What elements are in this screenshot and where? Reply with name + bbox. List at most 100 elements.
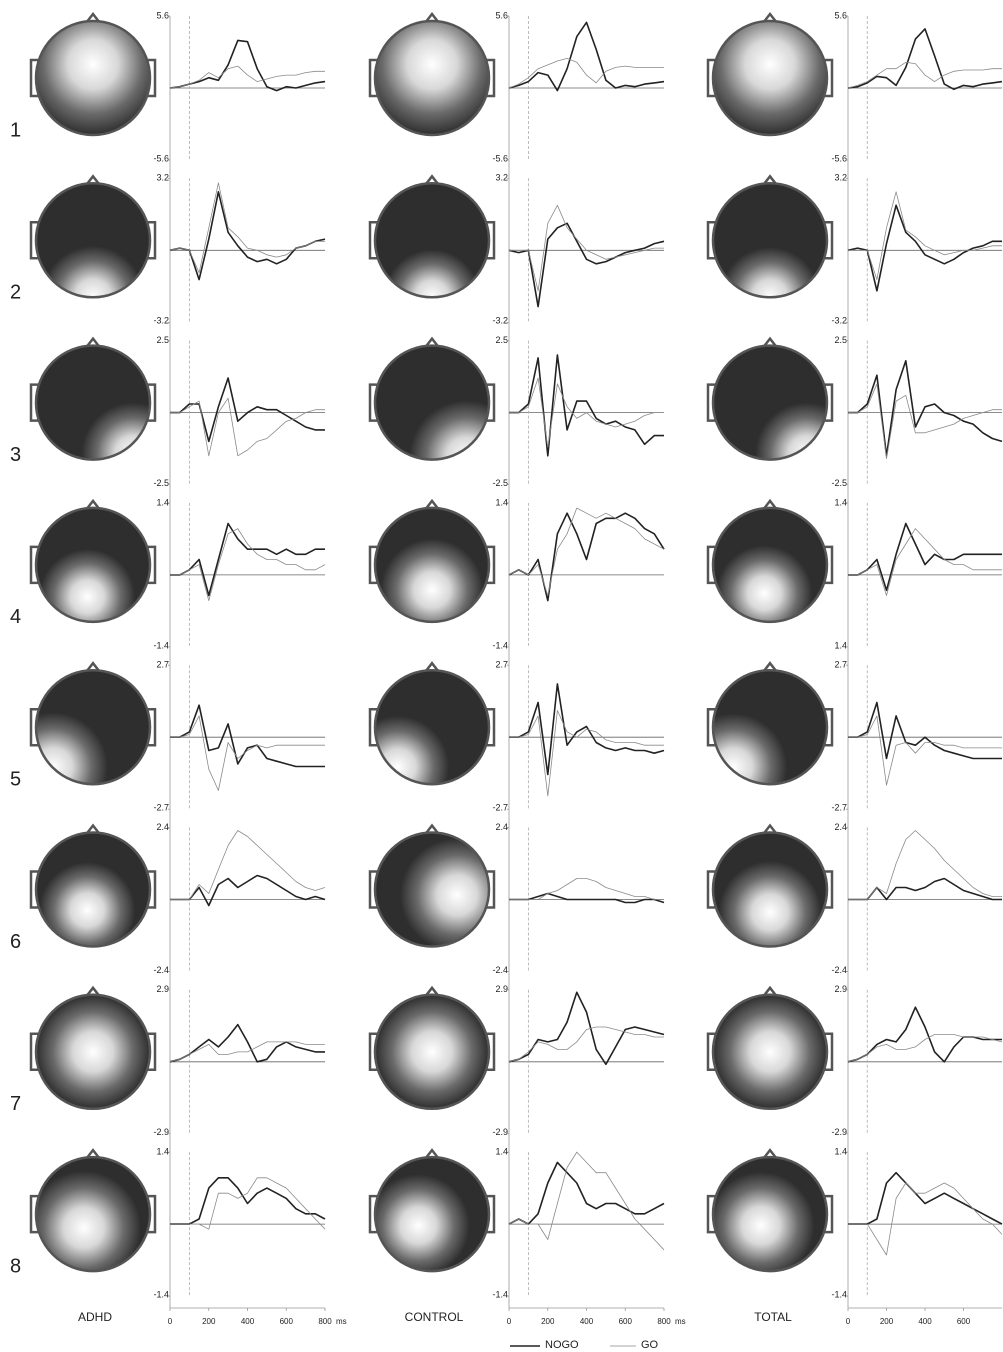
erp-line: [169, 191, 326, 281]
erp-line: [170, 874, 326, 907]
row-label: 2: [10, 282, 21, 304]
x-tick-label: 600: [957, 1317, 971, 1326]
erp-line: [509, 892, 665, 904]
y-tick-label: -3.2: [492, 316, 508, 326]
scalp-map: [711, 182, 829, 299]
y-tick-label: 1.4: [834, 1146, 847, 1156]
scalp-ear: [706, 383, 834, 422]
y-tick-label: 2.4: [495, 822, 508, 832]
y-tick-label: -5.6: [153, 153, 169, 163]
scalp-ear: [29, 545, 157, 585]
x-tick-label: 400: [241, 1317, 255, 1326]
erp-line: [848, 522, 1002, 592]
y-tick-label: 3.2: [495, 173, 508, 183]
y-tick-label: -3.2: [831, 316, 847, 326]
erp-line: [508, 991, 665, 1066]
y-tick-label: -5.6: [831, 153, 847, 163]
y-tick-label: 2.4: [156, 822, 169, 832]
x-tick-label: 600: [280, 1317, 294, 1326]
scalp-ear: [368, 383, 496, 422]
scalp-map: [34, 831, 152, 948]
scalp-ear: [29, 221, 157, 260]
y-tick-label: -3.2: [153, 316, 169, 326]
scalp-ear: [706, 1194, 834, 1234]
y-tick-label: 5.6: [834, 10, 847, 20]
erp-line: [508, 512, 665, 602]
erp-line: [508, 58, 664, 89]
erp-line: [508, 21, 665, 92]
y-tick-label: -2.9: [153, 1127, 169, 1137]
scalp-map: [34, 19, 152, 137]
erp-line: [847, 61, 1002, 89]
scalp-map: [711, 668, 829, 786]
erp-line: [170, 528, 326, 601]
y-tick-label: -2.9: [831, 1127, 847, 1137]
y-tick-label: -1.4: [831, 1289, 847, 1299]
erp-line: [509, 683, 665, 776]
y-tick-label: 2.5: [156, 335, 169, 345]
y-tick-label: 1.4: [495, 497, 508, 507]
erp-line: [170, 1177, 326, 1230]
scalp-map: [34, 668, 152, 786]
y-tick-label: 2.9: [495, 984, 508, 994]
y-tick-label: -2.7: [831, 803, 847, 813]
row-label: 4: [10, 606, 21, 628]
erp-line: [847, 1034, 1003, 1063]
legend-label: NOGO: [545, 1339, 579, 1351]
erp-line: [508, 222, 665, 308]
y-tick-label: 1.4: [834, 497, 847, 507]
erp-line: [169, 39, 326, 92]
x-tick-label: 800: [657, 1317, 671, 1326]
scalp-ear: [368, 221, 496, 260]
y-tick-label: -2.5: [831, 478, 847, 488]
x-axis-label: ms: [675, 1317, 686, 1326]
erp-line: [848, 701, 1002, 760]
y-tick-label: 2.9: [156, 984, 169, 994]
scalp-ear: [29, 383, 157, 422]
scalp-ear: [706, 707, 834, 747]
erp-line: [848, 1182, 1003, 1256]
y-tick-label: 3.2: [834, 173, 847, 183]
scalp-map: [373, 1155, 491, 1273]
x-tick-label: 0: [846, 1317, 851, 1326]
y-tick-label: -2.9: [492, 1127, 508, 1137]
scalp-ear: [368, 58, 496, 98]
erp-line: [170, 715, 325, 791]
erp-line: [508, 1026, 664, 1063]
y-tick-label: 1.4: [495, 1146, 508, 1156]
x-tick-label: 200: [541, 1317, 555, 1326]
erp-line: [848, 528, 1002, 596]
scalp-map: [711, 993, 829, 1111]
erp-line: [848, 830, 1002, 900]
y-tick-label: -2.7: [492, 803, 508, 813]
y-tick-label: 1.4: [834, 640, 847, 650]
row-label: 7: [10, 1093, 21, 1115]
erp-line: [509, 710, 664, 797]
scalp-ear: [706, 545, 834, 585]
scalp-ear: [368, 1194, 496, 1234]
y-tick-label: 2.7: [495, 660, 508, 670]
erp-line: [170, 830, 326, 900]
erp-line: [170, 1177, 326, 1225]
erp-line: [508, 1161, 665, 1225]
scalp-ear: [706, 870, 834, 909]
erp-line: [848, 877, 1002, 901]
erp-line: [847, 1006, 1002, 1063]
y-tick-label: -2.4: [831, 965, 847, 975]
erp-line: [170, 377, 325, 443]
y-tick-label: 2.7: [834, 660, 847, 670]
y-tick-label: -1.4: [492, 640, 508, 650]
scalp-map: [34, 506, 152, 624]
scalp-map: [711, 19, 829, 137]
erp-line: [509, 878, 664, 900]
y-tick-label: -5.6: [492, 153, 508, 163]
scalp-map: [373, 668, 491, 786]
scalp-ear: [706, 221, 834, 260]
erp-line: [170, 522, 325, 597]
scalp-ear: [368, 707, 496, 747]
erp-line: [508, 1151, 665, 1251]
y-tick-label: 1.4: [156, 1146, 169, 1156]
y-tick-label: 5.6: [156, 10, 169, 20]
y-tick-label: -1.4: [492, 1289, 508, 1299]
